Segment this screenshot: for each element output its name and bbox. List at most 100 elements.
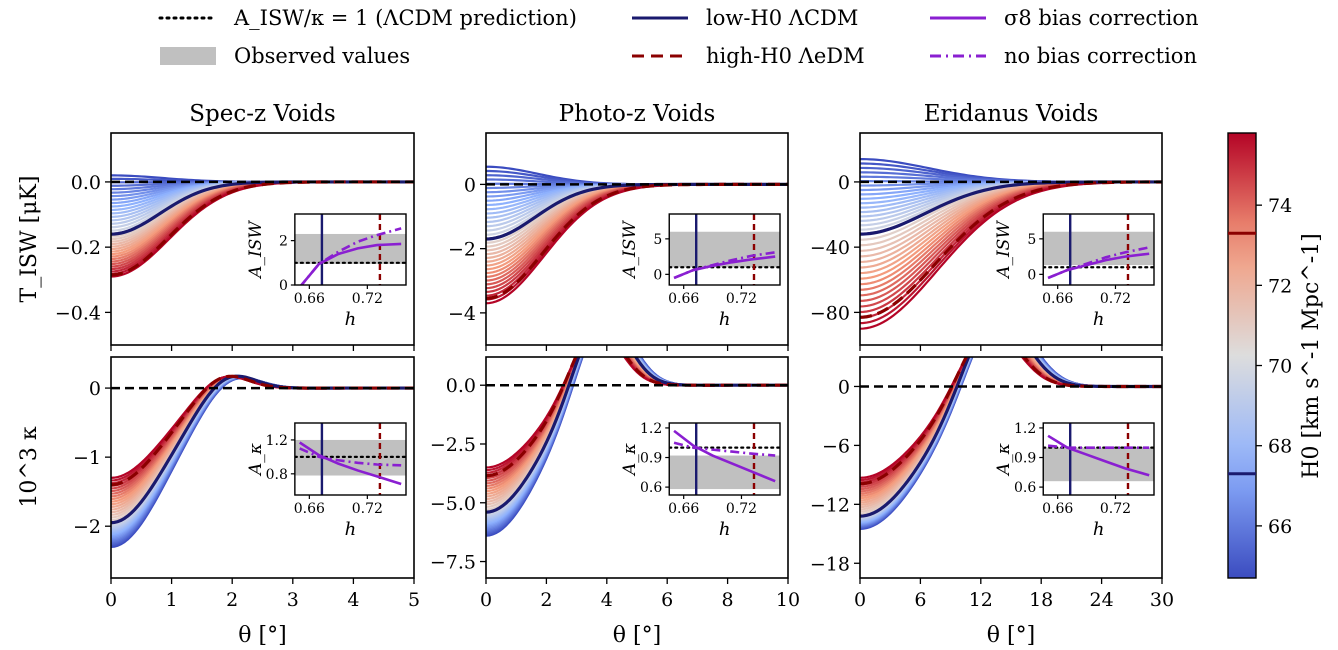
inset-y-label: A_κ [246, 443, 266, 477]
sigma8-bias-correction-curve [673, 429, 776, 483]
axes-frame [110, 132, 415, 346]
x-tick-label: 2 [226, 589, 238, 611]
low-h0-lcdm-curve [486, 357, 788, 514]
row-ylabel-kappa: 10^3 κ [17, 426, 42, 507]
plot-area [111, 174, 414, 278]
column-title: Spec-z Voids [189, 101, 335, 127]
legend-entry: no bias correction [930, 44, 1197, 68]
colorbar: 66 68 70 72 74 H0 [km s^-1 Mpc^-1] [1227, 132, 1324, 579]
colorbar-tick-label: 72 [1268, 275, 1292, 297]
y-tick-label: −5.0 [430, 493, 476, 515]
panel: 0.0 −0.2 −0.4 0.66 0.72 0 2 h A_ISW [55, 132, 415, 351]
y-tick-label: −2.5 [430, 434, 476, 456]
sigma8-bias-correction-curve [299, 242, 402, 285]
high-h0-ledm-curve [486, 182, 788, 301]
y-tick-label: 0 [838, 376, 850, 398]
inset-plot [669, 214, 780, 285]
inset-y-tick-label: 0 [653, 267, 662, 283]
inset-y-tick-label: 0.9 [1014, 451, 1036, 467]
x-tick-label: 24 [1090, 589, 1114, 611]
y-tick-label: −2 [448, 239, 476, 261]
y-tick-label: −4 [448, 303, 476, 325]
legend: A_ISW/κ = 1 (ΛCDM prediction) Observed va… [158, 6, 1199, 68]
colorbar-tick-label: 66 [1268, 516, 1292, 538]
x-tick-label: 6 [914, 589, 926, 611]
panel: 0 −2 −4 0.66 0.72 0 5 h A_ISW [448, 132, 789, 351]
x-tick-label: 0 [480, 589, 492, 611]
x-tick-label: 30 [1150, 589, 1174, 611]
y-tick-label: −6 [822, 435, 850, 457]
colorbar-tick-label: 70 [1268, 356, 1292, 378]
legend-label: σ8 bias correction [1004, 6, 1199, 30]
inset-y-label: A_ISW [620, 220, 640, 280]
no-bias-correction-curve [1047, 444, 1150, 449]
axes-frame [485, 132, 789, 346]
observed-band [669, 231, 780, 268]
observed-band [1043, 231, 1154, 266]
inset-plot [1043, 423, 1154, 495]
inset-x-tick-label: 0.72 [726, 291, 757, 307]
plot-area [111, 374, 414, 549]
y-tick-label: −18 [810, 553, 850, 575]
legend-entry: A_ISW/κ = 1 (ΛCDM prediction) [158, 6, 577, 30]
inset: 0.66 0.72 0.6 0.9 1.2 h A_κ [620, 421, 781, 540]
inset: 0.66 0.72 0.8 1.2 h A_κ [246, 422, 407, 540]
high-h0-ledm-curve [860, 180, 1162, 319]
legend-label: A_ISW/κ = 1 (ΛCDM prediction) [233, 6, 577, 30]
inset-x-tick-label: 0.66 [294, 501, 325, 517]
x-tick-label: 3 [287, 589, 299, 611]
plot-area [860, 157, 1162, 330]
y-tick-label: 0.0 [71, 172, 101, 194]
inset-y-tick-label: 0.9 [640, 451, 662, 467]
inset-x-label: h [345, 519, 357, 540]
x-tick-label: 6 [661, 589, 673, 611]
legend-entry: high-H0 ΛeDM [632, 44, 865, 68]
legend-label: low-H0 ΛCDM [706, 6, 858, 30]
inset-plot [294, 423, 406, 495]
inset-y-tick-label: 5 [1027, 232, 1036, 248]
sigma8-bias-correction-curve [1047, 252, 1150, 280]
legend-label: Observed values [234, 44, 410, 68]
x-tick-label: 4 [601, 589, 613, 611]
no-bias-correction-curve [673, 441, 776, 457]
sigma8-bias-correction-curve [298, 441, 402, 486]
inset: 0.66 0.72 0 5 h A_ISW [620, 213, 781, 330]
column-title: Photo-z Voids [559, 101, 716, 127]
inset-y-label: A_ISW [246, 220, 266, 280]
x-tick-label: 18 [1029, 589, 1053, 611]
inset-frame [294, 422, 407, 496]
inset-y-tick-label: 0.6 [1014, 480, 1036, 496]
column-titles: Spec-z Voids Photo-z Voids Eridanus Voids T… [17, 101, 1098, 508]
x-tick-label: 8 [722, 589, 734, 611]
x-tick-label: 4 [347, 589, 359, 611]
y-tick-label: −12 [810, 494, 850, 516]
inset-x-tick-label: 0.72 [352, 501, 383, 517]
axes-frame [485, 356, 789, 579]
inset-x-tick-label: 0.72 [1100, 291, 1131, 307]
no-bias-correction-curve [1047, 246, 1150, 280]
inset: 0.66 0.72 0.6 0.9 1.2 h A_κ [994, 421, 1155, 540]
x-axis-label: θ [°] [613, 623, 661, 648]
legend-swatch [160, 47, 216, 65]
plot-area [486, 357, 788, 537]
axes-frame [859, 132, 1163, 346]
colorbar-tick-label: 74 [1268, 195, 1292, 217]
inset-y-tick-label: 1.2 [1014, 421, 1036, 437]
low-h0-lcdm-curve [860, 357, 1162, 518]
panel: 0 1 2 3 4 5 0 −1 −2 θ [°] 0.66 0.72 0.8 1.2 h A_κ [73, 356, 420, 648]
y-tick-label: −7.5 [430, 552, 476, 574]
inset-y-tick-label: 1.2 [266, 433, 288, 449]
y-tick-label: 0 [838, 172, 850, 194]
sigma8-bias-correction-curve [673, 255, 776, 280]
y-tick-label: 0 [89, 378, 101, 400]
inset-frame [1042, 213, 1155, 286]
inset: 0.66 0.72 0 2 h A_ISW [246, 213, 407, 330]
panel: 0 6 12 18 24 30 0 −6 −12 −18 θ [°] 0.66 0.72 0.6 0.9 1.… [810, 356, 1174, 648]
inset-frame [668, 213, 781, 286]
y-tick-label: −80 [810, 302, 850, 324]
inset: 0.66 0.72 0 5 h A_ISW [994, 213, 1155, 330]
inset-x-tick-label: 0.66 [668, 501, 699, 517]
inset-x-label: h [719, 309, 731, 330]
inset-x-label: h [1093, 309, 1105, 330]
